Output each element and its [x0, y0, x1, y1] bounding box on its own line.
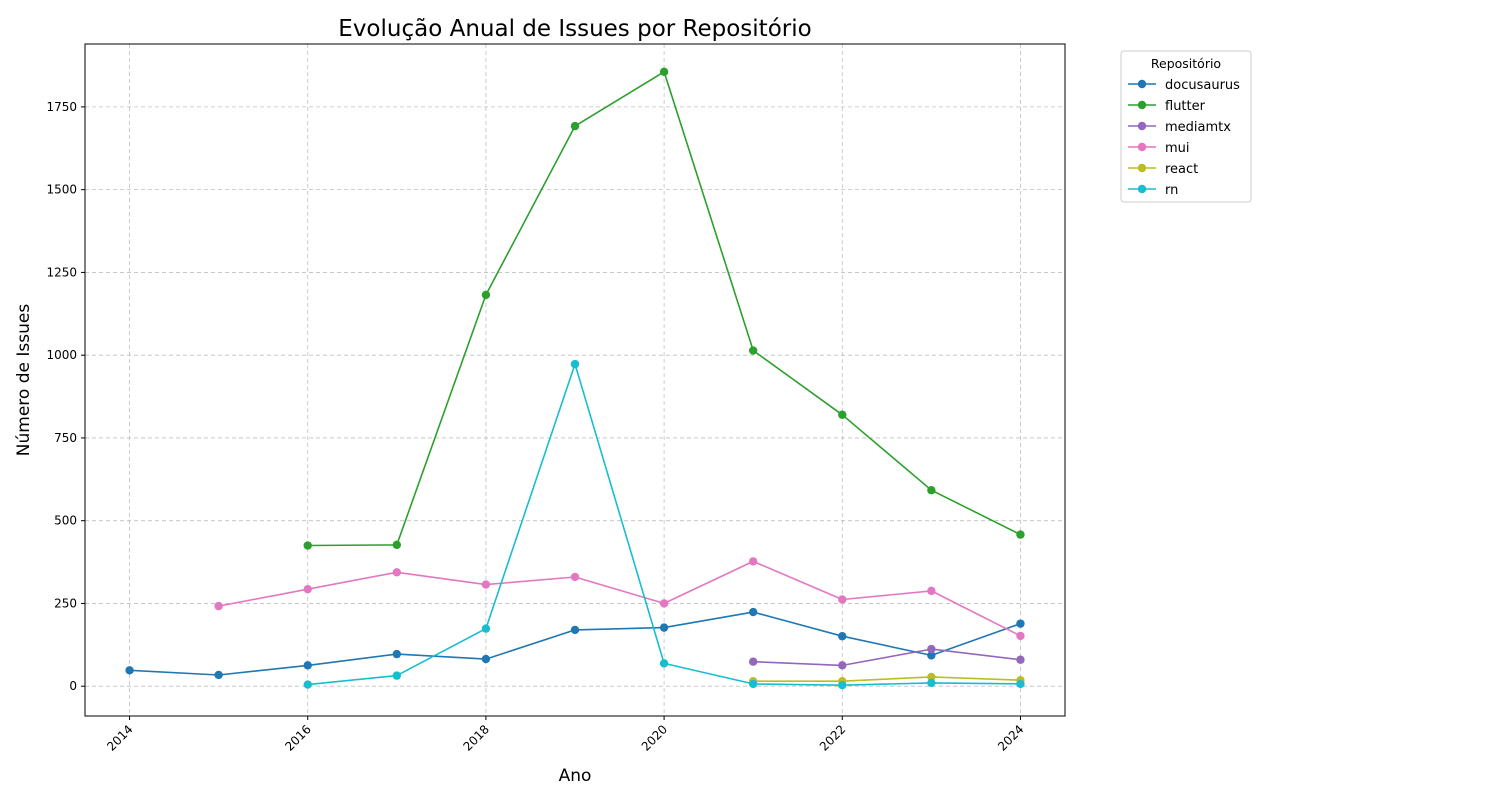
y-tick-label: 1250 [46, 265, 77, 279]
legend-marker-react [1137, 163, 1147, 173]
point-flutter-2020 [659, 67, 669, 77]
legend-item-react: react [1128, 162, 1198, 177]
series-points [125, 67, 1025, 690]
point-rn-2024 [1016, 679, 1025, 689]
point-mediamtx-2024 [1016, 655, 1025, 664]
y-tick-label: 1500 [46, 183, 77, 197]
point-mui-2022 [838, 595, 847, 604]
point-flutter-2021 [748, 346, 758, 355]
grid-lines [85, 44, 1065, 716]
series-line-rn [307, 363, 1021, 687]
legend-label-flutter: flutter [1165, 99, 1206, 114]
point-mui-2018 [481, 580, 491, 589]
point-rn-2020 [659, 659, 669, 668]
point-docusaurus-2017 [392, 649, 402, 659]
x-tick-label: 2014 [104, 722, 135, 753]
point-mediamtx-2022 [838, 661, 847, 670]
point-rn-2022 [838, 681, 847, 690]
point-rn-2016 [303, 680, 312, 689]
legend-item-rn: rn [1128, 183, 1178, 198]
point-flutter-2019 [570, 121, 580, 131]
y-tick-label: 250 [54, 596, 77, 610]
point-docusaurus-2014 [125, 666, 134, 675]
legend-marker-mui [1137, 142, 1147, 152]
point-react-2023 [927, 672, 936, 682]
point-flutter-2024 [1016, 530, 1025, 539]
legend-item-mui: mui [1128, 141, 1190, 156]
point-docusaurus-2020 [659, 623, 669, 632]
legend-label-react: react [1165, 162, 1198, 177]
x-axis-label: Ano [559, 766, 592, 786]
legend-label-mediamtx: mediamtx [1165, 120, 1231, 135]
legend-label-rn: rn [1165, 183, 1178, 198]
x-axis: 2014 2016 2018 2020 2022 2024 [104, 716, 1027, 754]
y-tick-label: 750 [54, 431, 77, 445]
x-tick-label: 2016 [282, 722, 313, 753]
chart-title: Evolução Anual de Issues por Repositório [338, 16, 811, 42]
point-rn-2018 [481, 624, 491, 633]
y-tick-label: 0 [69, 679, 77, 693]
legend-item-docusaurus: docusaurus [1128, 78, 1240, 93]
series-line-mui [218, 560, 1021, 637]
point-docusaurus-2021 [748, 607, 758, 617]
point-mui-2021 [748, 557, 758, 566]
point-rn-2023 [927, 678, 936, 688]
point-flutter-2023 [927, 486, 936, 495]
point-flutter-2018 [481, 290, 491, 300]
y-axis-label: Número de Issues [14, 304, 34, 457]
series-line-docusaurus [129, 611, 1021, 676]
point-docusaurus-2024 [1016, 619, 1025, 628]
legend-label-mui: mui [1165, 141, 1190, 156]
point-flutter-2017 [392, 540, 402, 550]
x-tick-label: 2022 [817, 722, 848, 753]
point-mui-2024 [1016, 631, 1025, 641]
point-mui-2019 [570, 572, 580, 582]
legend: Repositório docusaurus flutter mediamtx mui… [1120, 50, 1252, 203]
point-mui-2017 [392, 568, 402, 577]
series-lines [129, 71, 1021, 687]
point-docusaurus-2023 [927, 651, 936, 660]
plot-area-frame [84, 43, 1066, 717]
legend-label-docusaurus: docusaurus [1165, 78, 1240, 93]
legend-frame [1120, 50, 1252, 203]
point-mediamtx-2021 [748, 657, 758, 666]
legend-marker-flutter [1137, 100, 1147, 110]
point-rn-2017 [392, 671, 402, 680]
y-tick-label: 1000 [46, 348, 77, 362]
point-mui-2015 [214, 601, 223, 611]
point-docusaurus-2018 [481, 654, 491, 664]
point-rn-2019 [570, 359, 580, 369]
y-tick-label: 1750 [46, 100, 77, 114]
legend-title: Repositório [1151, 56, 1221, 71]
x-tick-label: 2024 [995, 722, 1026, 753]
point-flutter-2022 [838, 410, 847, 419]
x-tick-label: 2020 [639, 722, 670, 753]
y-axis: 0 250 500 750 1000 1250 1500 1750 [46, 100, 85, 693]
point-flutter-2016 [303, 541, 312, 550]
legend-marker-mediamtx [1137, 121, 1147, 131]
point-mui-2023 [927, 586, 936, 596]
legend-marker-docusaurus [1137, 79, 1147, 89]
point-mui-2020 [659, 599, 669, 608]
point-docusaurus-2019 [570, 625, 580, 635]
point-mediamtx-2023 [927, 644, 936, 654]
point-docusaurus-2015 [214, 670, 223, 680]
x-tick-label: 2018 [461, 722, 492, 753]
point-rn-2021 [748, 679, 758, 689]
point-mui-2016 [303, 585, 312, 594]
series-line-mediamtx [753, 648, 1021, 667]
legend-item-flutter: flutter [1128, 99, 1206, 114]
series-line-react [753, 676, 1021, 683]
legend-marker-rn [1137, 184, 1147, 194]
point-docusaurus-2016 [303, 661, 312, 670]
point-docusaurus-2022 [838, 632, 847, 641]
legend-item-mediamtx: mediamtx [1128, 120, 1231, 135]
y-tick-label: 500 [54, 514, 77, 528]
